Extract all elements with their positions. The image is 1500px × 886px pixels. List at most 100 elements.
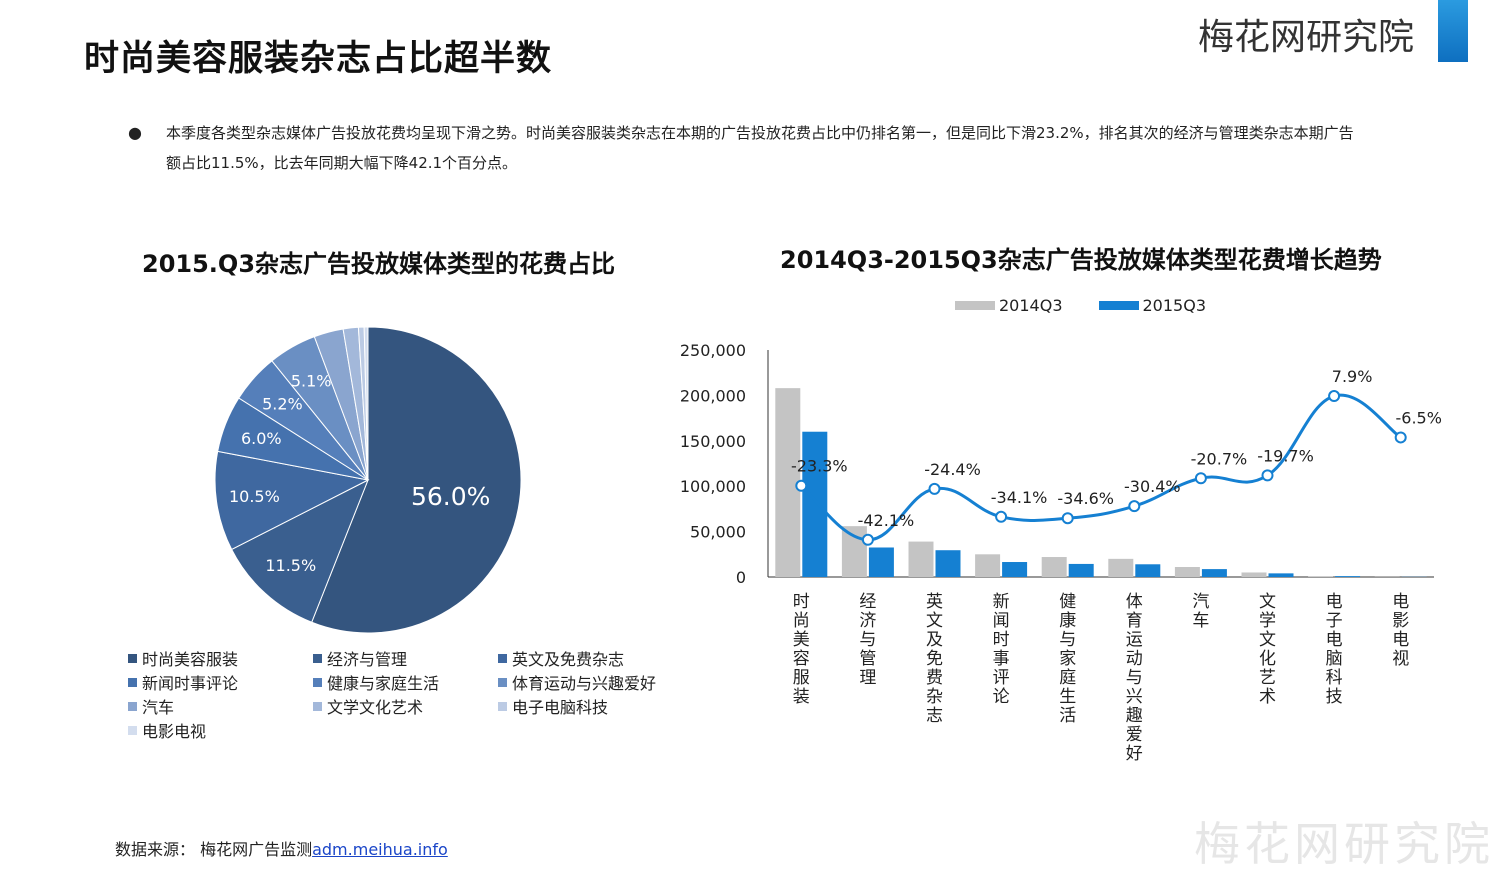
legend-label: 新闻时事评论 (142, 674, 239, 693)
growth-label: -6.5% (1395, 408, 1441, 427)
bar-2014q3 (775, 388, 801, 577)
source-link[interactable]: adm.meihua.info (312, 840, 448, 859)
y-tick-label: 250,000 (680, 341, 746, 360)
bar-2015q3 (1068, 563, 1094, 577)
pie-data-label: 10.5% (229, 487, 280, 506)
legend-label: 时尚美容服装 (142, 650, 239, 669)
pie-legend-item: 英文及免费杂志 (498, 647, 688, 669)
bar-2015q3 (802, 431, 828, 577)
pie-slice (313, 328, 369, 481)
x-category-label: 电 (1392, 630, 1409, 650)
x-category-label: 时 (993, 630, 1010, 650)
x-category-label: 体 (1126, 592, 1143, 612)
x-category-label: 文 (926, 611, 943, 631)
legend-swatch (128, 653, 137, 663)
x-category-label: 趣 (1126, 706, 1143, 726)
y-tick-label: 200,000 (680, 386, 746, 405)
growth-label: -23.3% (791, 457, 848, 476)
x-category-label: 电 (1392, 592, 1409, 612)
pie-slice (238, 360, 369, 481)
pie-data-label: 5.1% (291, 371, 332, 390)
x-category-label: 事 (993, 649, 1010, 669)
x-category-label: 动 (1126, 649, 1143, 669)
bar-2015q3 (935, 550, 961, 577)
x-category-label: 健 (1059, 592, 1076, 612)
x-category-label: 及 (926, 630, 943, 650)
page-title: 时尚美容服装杂志占比超半数 (84, 39, 553, 79)
bar-2014q3 (1041, 557, 1067, 577)
watermark: 梅花网研究院 (1194, 817, 1494, 871)
bar-2015q3 (1201, 569, 1227, 577)
growth-label: -30.4% (1124, 477, 1181, 496)
pie-slice (357, 326, 369, 481)
x-category-label: 尚 (793, 611, 810, 631)
x-category-label: 影 (1392, 611, 1409, 631)
bar-2015q3 (1002, 562, 1028, 577)
growth-point (1261, 469, 1274, 482)
legend-label: 汽车 (142, 698, 175, 717)
x-category-label: 家 (1059, 649, 1076, 669)
bar-2014q3 (1174, 567, 1200, 577)
x-category-label: 经 (859, 592, 876, 612)
legend-swatch (128, 725, 137, 735)
legend-swatch (498, 653, 507, 663)
legend-swatch (313, 701, 322, 711)
x-category-label: 科 (1326, 668, 1343, 688)
pie-chart-title: 2015.Q3杂志广告投放媒体类型的花费占比 (142, 250, 616, 278)
legend-label: 健康与家庭生活 (327, 674, 440, 693)
x-category-label: 服 (793, 668, 810, 688)
x-category-label: 化 (1259, 649, 1276, 669)
growth-point (795, 479, 808, 492)
x-category-label: 脑 (1326, 649, 1343, 669)
pie-legend-item: 文学文化艺术 (313, 695, 498, 717)
x-category-label: 免 (926, 649, 943, 669)
bar-chart-title: 2014Q3-2015Q3杂志广告投放媒体类型花费增长趋势 (780, 246, 1382, 274)
x-category-label: 车 (1192, 611, 1209, 631)
bar-legend: 2014Q3 2015Q3 (955, 294, 1206, 316)
bullet-icon: ● (128, 123, 142, 142)
legend-swatch (313, 677, 322, 687)
y-tick-label: 50,000 (690, 523, 746, 542)
growth-point (861, 533, 874, 546)
bar-2015q3 (1268, 573, 1294, 577)
summary-text: 本季度各类型杂志媒体广告投放花费均呈现下滑之势。时尚美容服装类杂志在本期的广告投… (166, 124, 1354, 172)
pie-legend-item: 电影电视 (128, 719, 313, 741)
x-category-label: 文 (1259, 592, 1276, 612)
x-category-label: 评 (993, 668, 1010, 688)
x-category-label: 美 (793, 630, 810, 650)
x-category-label: 电 (1326, 630, 1343, 650)
bar-2014q3 (908, 541, 934, 577)
legend-label: 电影电视 (142, 722, 207, 741)
bar-2014q3 (841, 526, 867, 577)
x-category-label: 运 (1126, 630, 1143, 650)
pie-legend: 时尚美容服装 经济与管理 英文及免费杂志新闻时事评论 健康与家庭生活 体育运动与兴趣爱好… (128, 647, 688, 741)
bar-2014q3 (1308, 576, 1334, 577)
legend-label: 电子电脑科技 (512, 698, 609, 717)
legend-label: 2015Q3 (1142, 295, 1207, 315)
bar-2015q3 (868, 547, 894, 577)
x-category-label: 文 (1259, 630, 1276, 650)
growth-point (995, 510, 1008, 523)
pie-slice (363, 326, 369, 481)
bar-2014q3 (1108, 558, 1134, 577)
legend-swatch (313, 653, 322, 663)
y-tick-label: 150,000 (680, 432, 746, 451)
pie-data-label: 11.5% (265, 556, 316, 575)
y-tick-label: 0 (736, 568, 746, 587)
legend-label: 体育运动与兴趣爱好 (512, 674, 657, 693)
growth-label: -34.1% (991, 488, 1048, 507)
growth-label: -20.7% (1191, 449, 1248, 468)
pie-data-label: 6.0% (241, 429, 282, 448)
pie-legend-item: 时尚美容服装 (128, 647, 313, 669)
x-category-label: 技 (1326, 687, 1343, 707)
x-category-label: 管 (859, 649, 876, 669)
bar-2014q3 (1241, 572, 1267, 577)
x-category-label: 兴 (1126, 687, 1143, 707)
x-category-label: 杂 (926, 687, 943, 707)
bar-legend-item: 2015Q3 (1098, 294, 1207, 316)
pie-slice (311, 326, 522, 634)
growth-line (800, 393, 1402, 542)
pie-legend-item: 经济与管理 (313, 647, 498, 669)
pie-slice (271, 336, 369, 481)
growth-label: -24.4% (924, 460, 981, 479)
